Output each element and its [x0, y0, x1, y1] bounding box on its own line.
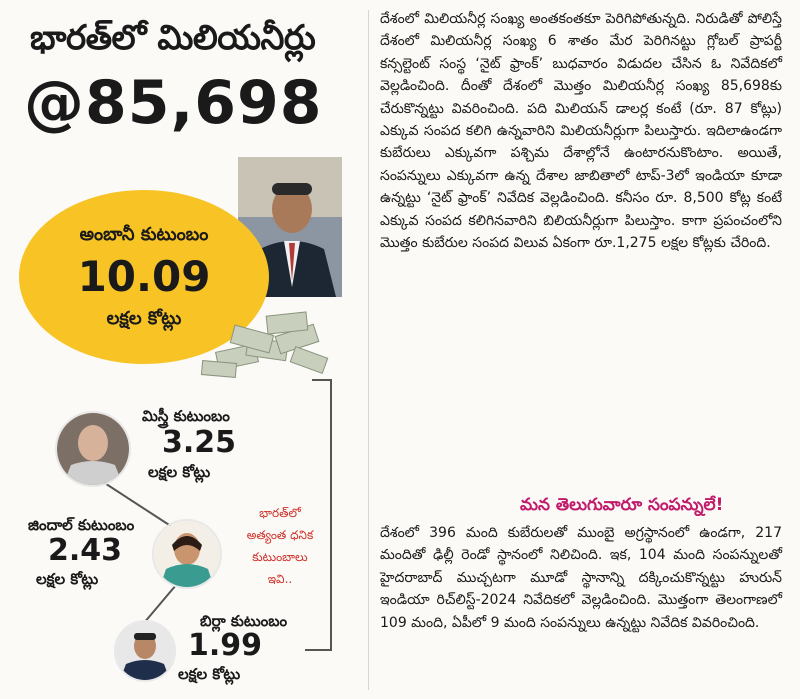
column-divider	[368, 10, 369, 690]
money-stack-image	[197, 300, 333, 380]
mistry-wealth-value: 3.25	[162, 425, 237, 460]
headline: భారత్‌లో మిలియనీర్లు	[30, 18, 316, 58]
millionaire-count: @85,698	[24, 68, 323, 138]
birla-family-name: బిర్లా కుటుంబం	[200, 612, 288, 630]
mistry-photo	[55, 411, 131, 487]
note-line: భారత్‌లో	[259, 506, 301, 520]
birla-photo	[114, 620, 176, 682]
birla-wealth-unit: లక్షల కోట్లు	[178, 665, 241, 683]
section-body: దేశంలో 396 మంది కుబేరులతో ముంబై అగ్రస్థా…	[380, 525, 782, 631]
ambani-wealth-value: 10.09	[77, 252, 211, 301]
jindal-wealth-unit: లక్షల కోట్లు	[36, 570, 99, 588]
connector-line	[330, 379, 332, 651]
ambani-circle: అంబానీ కుటుంబం 10.09 లక్షల కోట్లు	[19, 190, 269, 364]
ambani-photo	[238, 157, 342, 297]
birla-wealth-value: 1.99	[188, 628, 263, 663]
richest-families-note: భారత్‌లో అత్యంత ధనిక కుటుంబాలు ఇవి..	[240, 502, 320, 590]
jindal-family-name: జిందాల్ కుటుంబం	[28, 516, 135, 534]
jindal-wealth-value: 2.43	[48, 533, 123, 568]
ambani-family-name: అంబానీ కుటుంబం	[79, 224, 209, 245]
article-body: దేశంలో మిలియనీర్ల సంఖ్య అంతకంతకూ పెరిగిప…	[380, 11, 782, 252]
mistry-family-name: మిస్త్రీ కుటుంబం	[142, 407, 230, 425]
note-line: ఇవి..	[267, 572, 293, 586]
note-line: కుటుంబాలు	[252, 550, 308, 564]
connector-line	[305, 649, 332, 651]
mistry-wealth-unit: లక్షల కోట్లు	[148, 463, 211, 481]
ambani-wealth-unit: లక్షల కోట్లు	[106, 308, 182, 329]
jindal-photo	[152, 519, 222, 589]
note-line: అత్యంత ధనిక	[246, 528, 314, 542]
connector-line	[312, 379, 332, 381]
section-subheading: మన తెలుగువారూ సంపన్నులే!	[520, 495, 724, 515]
